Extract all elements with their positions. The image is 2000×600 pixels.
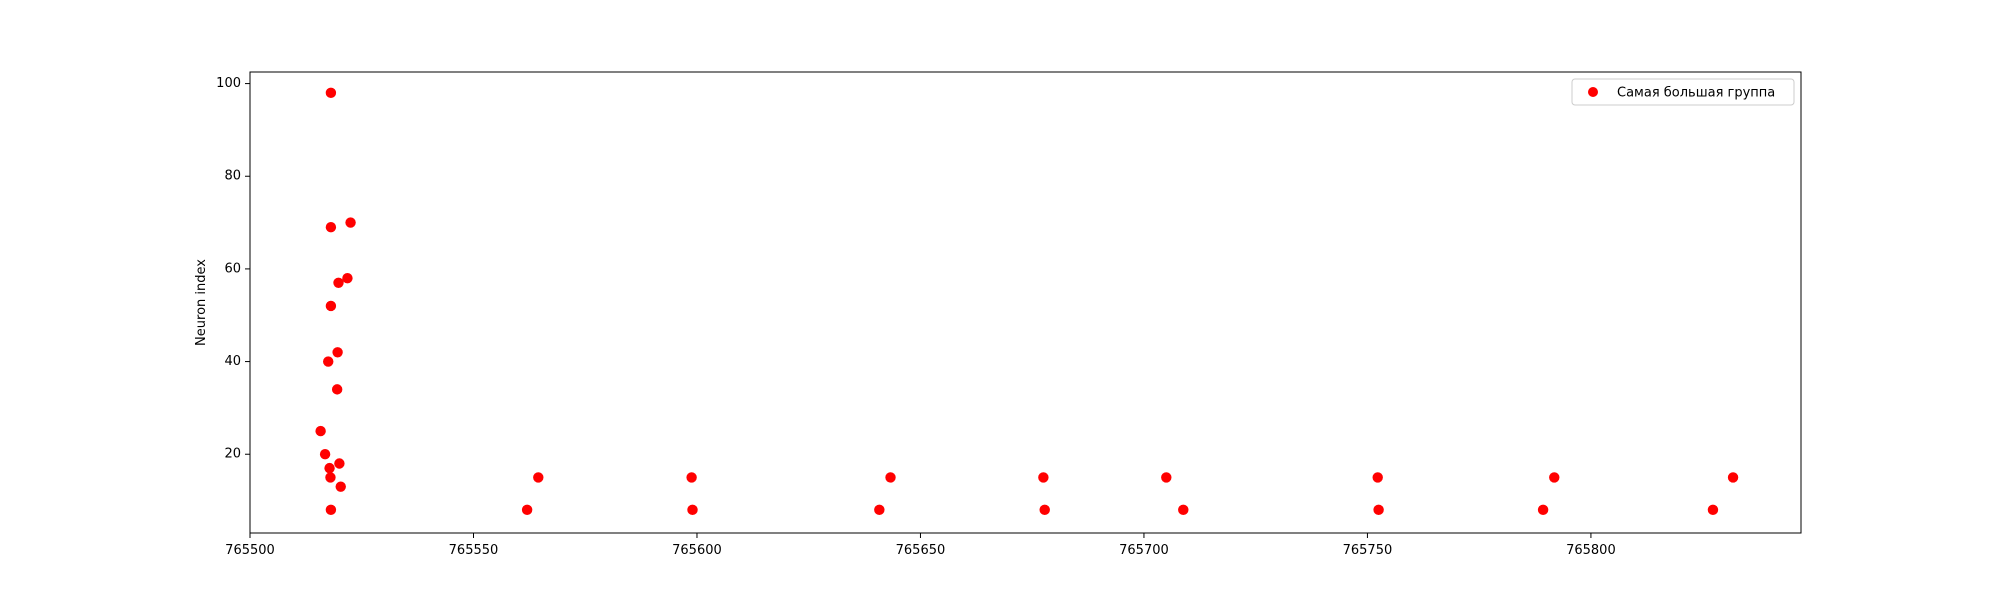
- data-point: [1178, 504, 1189, 516]
- data-point: [342, 272, 353, 284]
- data-point: [345, 217, 356, 228]
- data-point: [686, 472, 697, 483]
- y-tick-label: 60: [224, 261, 241, 276]
- y-tick-label: 100: [216, 76, 241, 91]
- y-axis-label: Neuron index: [194, 259, 209, 346]
- data-point: [324, 462, 335, 474]
- y-axis: 20 40 60 80 100: [216, 76, 250, 462]
- x-axis: 765500 765550 765600 765650 765700 765750 7658…: [225, 533, 1616, 558]
- data-point: [1727, 472, 1739, 483]
- data-point: [333, 277, 344, 289]
- data-point: [325, 222, 337, 233]
- x-tick-label: 765600: [672, 543, 722, 558]
- data-point: [1537, 504, 1549, 516]
- data-point: [521, 504, 533, 516]
- data-point: [1039, 504, 1050, 516]
- data-point: [1161, 472, 1172, 483]
- legend: Самая большая группа: [1571, 78, 1795, 106]
- data-point: [334, 458, 345, 469]
- data-point: [874, 504, 885, 516]
- data-point: [533, 472, 544, 483]
- data-point: [323, 356, 334, 367]
- y-tick-label: 40: [224, 354, 241, 369]
- data-point: [1373, 504, 1384, 516]
- x-tick-label: 765700: [1119, 543, 1169, 558]
- data-point: [885, 472, 896, 483]
- data-point: [1372, 472, 1383, 483]
- data-point: [325, 472, 336, 483]
- x-tick-label: 765750: [1343, 543, 1393, 558]
- legend-marker: [1588, 87, 1598, 97]
- data-point: [332, 347, 343, 358]
- data-point: [325, 504, 337, 516]
- data-point: [325, 87, 337, 99]
- data-point: [687, 504, 698, 516]
- points-layer: [315, 87, 1739, 516]
- x-tick-label: 765800: [1566, 543, 1616, 558]
- data-point: [1038, 472, 1049, 483]
- data-point: [335, 481, 346, 492]
- data-point: [315, 425, 326, 437]
- x-tick-label: 765500: [225, 543, 275, 558]
- y-tick-label: 20: [224, 447, 241, 462]
- data-point: [331, 384, 343, 395]
- data-point: [325, 300, 337, 312]
- data-point: [319, 449, 331, 460]
- plot-frame: [249, 71, 1802, 534]
- legend-box: [1571, 78, 1795, 106]
- data-point: [1549, 472, 1560, 483]
- legend-label: Самая большая группа: [1617, 86, 1775, 101]
- data-point: [1707, 504, 1719, 516]
- x-tick-label: 765550: [449, 543, 499, 558]
- x-tick-label: 765650: [896, 543, 946, 558]
- y-tick-label: 80: [224, 169, 241, 184]
